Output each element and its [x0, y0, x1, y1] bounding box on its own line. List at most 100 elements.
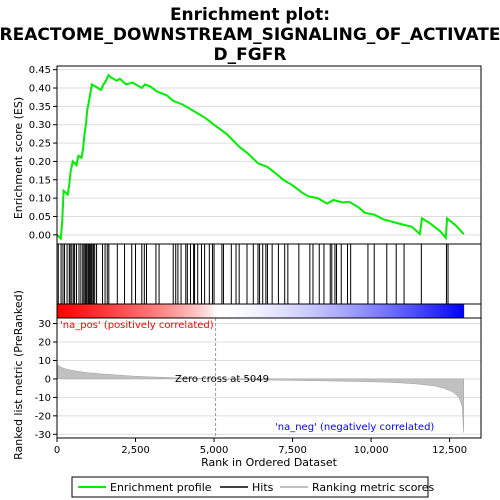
rank-color-segment [446, 304, 451, 318]
rank-color-segment [351, 304, 356, 318]
rank-color-segment [80, 304, 85, 318]
rank-color-segment [185, 304, 190, 318]
rank-color-bar [56, 303, 482, 319]
rank-color-segment [433, 304, 438, 318]
rank-color-segment [270, 304, 275, 318]
metric-y-axis-label: Ranked list metric (PreRanked) [12, 290, 25, 460]
rank-color-segment [341, 304, 346, 318]
metric-tick-label: 30 [38, 319, 51, 330]
rank-color-segment [440, 304, 444, 318]
rank-color-segment [399, 304, 404, 318]
rank-color-segment [273, 304, 278, 318]
rank-color-segment [453, 304, 458, 318]
hit-marks [57, 244, 449, 304]
es-panel: 0.00 0.05 0.10 0.15 0.20 0.25 0.30 0.35 0.40 0.45 [29, 65, 482, 245]
rank-color-segment [412, 304, 417, 318]
legend-metric-label: Ranking metric scores [312, 481, 434, 494]
rank-color-segment [426, 304, 431, 318]
metric-y-ticks: 30 20 10 0 -10 -20 -30 [35, 319, 57, 441]
rank-color-segment [419, 304, 424, 318]
es-tick-label: 0.10 [29, 194, 51, 205]
rank-color-segment [240, 304, 244, 318]
rank-color-segment [87, 304, 92, 318]
rank-color-segment [334, 304, 339, 318]
es-tick-label: 0.15 [29, 175, 51, 186]
rank-color-segment [124, 304, 129, 318]
rank-color-segment [179, 304, 183, 318]
es-grid [57, 69, 481, 236]
metric-panel: 30 20 10 0 -10 -20 -30 'na_pos' (positively co… [35, 317, 482, 441]
rank-color-segment [277, 304, 282, 318]
rank-color-segment [151, 304, 156, 318]
rank-color-segment [233, 304, 238, 318]
es-tick-label: 0.20 [29, 157, 51, 168]
rank-color-segment [260, 304, 265, 318]
rank-color-segment [195, 304, 200, 318]
rank-color-segment [145, 304, 149, 318]
rank-color-segment [392, 304, 397, 318]
x-tick-label: 12,500 [432, 445, 467, 456]
rank-color-segment [118, 304, 122, 318]
metric-tick-label: -20 [35, 411, 51, 422]
rank-color-segment [365, 304, 370, 318]
es-tick-label: 0.30 [29, 120, 51, 131]
chart-title-line3: D_FGFR [214, 45, 287, 65]
metric-tick-label: 10 [38, 356, 51, 367]
rank-color-segment [253, 304, 258, 318]
rank-color-segment [345, 304, 349, 318]
rank-color-segment [280, 304, 285, 318]
rank-color-segment [243, 304, 248, 318]
rank-color-segment [175, 304, 180, 318]
rank-color-segment [314, 304, 319, 318]
rank-color-segment [450, 304, 454, 318]
rank-color-segment [131, 304, 136, 318]
es-profile-line [56, 73, 465, 241]
es-tick-label: 0.40 [29, 84, 51, 95]
legend-es-label: Enrichment profile [110, 481, 212, 494]
rank-color-segment [148, 304, 153, 318]
rank-color-segment [328, 304, 332, 318]
x-tick-label: 0 [54, 445, 60, 456]
rank-color-segment [60, 304, 65, 318]
rank-color-segment [368, 304, 373, 318]
es-y-axis-label: Enrichment score (ES) [12, 97, 25, 219]
rank-color-segment [348, 304, 353, 318]
es-tick-label: 0.05 [29, 212, 51, 223]
rank-color-segment [189, 304, 193, 318]
rank-color-segment [97, 304, 102, 318]
legend-hits-label: Hits [252, 481, 274, 494]
x-tick-label: 7,500 [278, 445, 307, 456]
rank-color-segment [114, 304, 119, 318]
rank-color-segment [107, 304, 112, 318]
rank-color-segment [338, 304, 343, 318]
rank-color-segment [395, 304, 400, 318]
rank-color-segment [324, 304, 329, 318]
rank-color-segment [456, 304, 461, 318]
zero-cross-label: Zero cross at 5049 [175, 374, 269, 385]
rank-color-segment [202, 304, 207, 318]
rank-color-segment [101, 304, 105, 318]
rank-color-segment [236, 304, 241, 318]
x-tick-label: 2,500 [121, 445, 150, 456]
rank-color-segment [443, 304, 448, 318]
rank-color-segment [138, 304, 143, 318]
rank-color-segment [219, 304, 224, 318]
rank-color-segment [331, 304, 336, 318]
rank-color-segment [294, 304, 299, 318]
rank-color-segment [250, 304, 254, 318]
rank-color-segment [212, 304, 217, 318]
rank-color-segment [206, 304, 210, 318]
rank-color-segment [263, 304, 268, 318]
rank-color-segment [73, 304, 78, 318]
rank-color-segment [223, 304, 227, 318]
rank-color-segment [155, 304, 160, 318]
rank-color-segment [436, 304, 441, 318]
rank-color-segment [378, 304, 383, 318]
rank-color-segment [297, 304, 302, 318]
x-axis-label: Rank in Ordered Dataset [201, 456, 338, 469]
es-y-ticks: 0.00 0.05 0.10 0.15 0.20 0.25 0.30 0.35 0.40 0.45 [29, 65, 57, 241]
rank-color-segment [121, 304, 126, 318]
rank-color-segment [141, 304, 146, 318]
rank-color-segment [229, 304, 234, 318]
